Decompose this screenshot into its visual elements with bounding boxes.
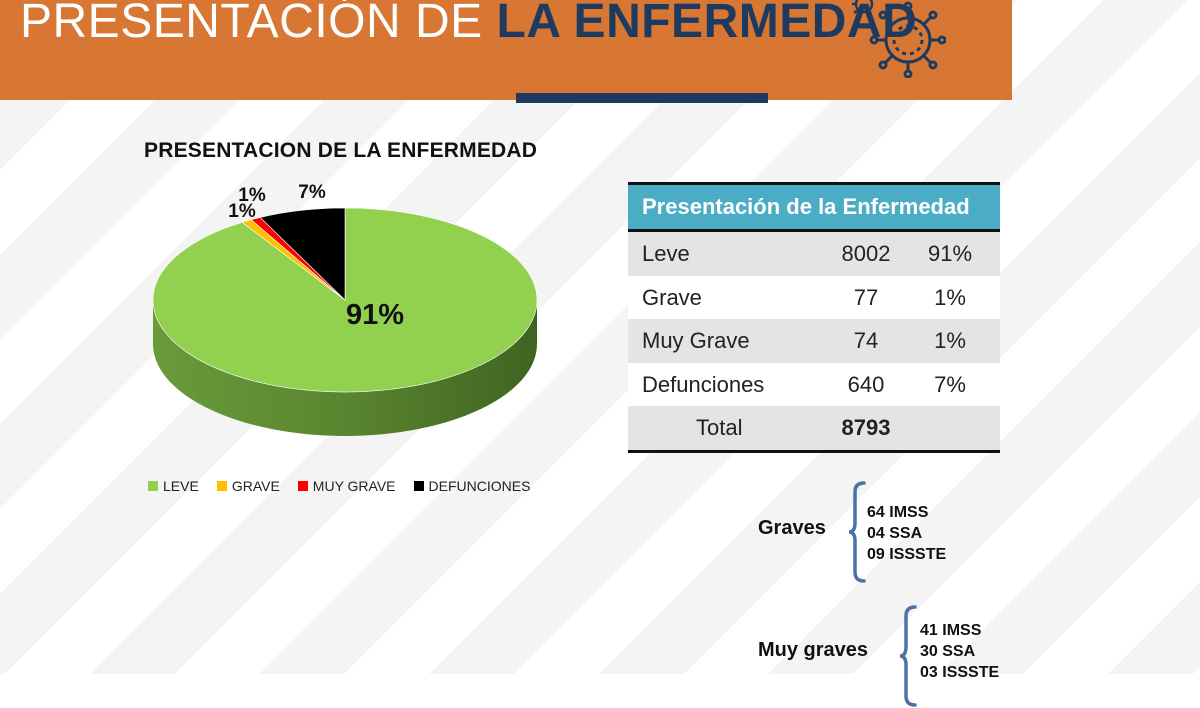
chart-legend: LEVE GRAVE MUY GRAVE DEFUNCIONES (148, 478, 530, 494)
row-count: 74 (853, 328, 879, 353)
row-pct: 1% (934, 284, 966, 310)
pie-slice-defunciones (259, 207, 346, 301)
table-total-row: Total 8793 (628, 406, 1000, 450)
pie-side (153, 300, 537, 436)
muy-graves-breakdown: Muy graves 41 IMSS 30 SSA 03 ISSSTE (756, 604, 1046, 707)
legend-swatch-leve (148, 481, 158, 491)
row-name: Leve (642, 241, 690, 266)
pie-label-defunciones: 7% (298, 182, 326, 203)
legend-item-grave: GRAVE (216, 478, 280, 494)
table-row: Defunciones 640 7% (628, 362, 1000, 406)
pie-labels: 91% 1%1% 7% (228, 182, 404, 331)
legend-swatch-muy-grave (297, 481, 308, 491)
row-name: Grave (642, 284, 702, 310)
graves-list: 64 IMSS 04 SSA 09 ISSSTE (867, 502, 946, 565)
chart-title: PRESENTACION DE LA ENFERMEDAD (144, 139, 538, 162)
pie-label-muy-grave: 1% (238, 185, 266, 206)
brace-icon (899, 605, 917, 707)
row-count: 8002 (841, 241, 891, 266)
brace-icon (848, 481, 866, 583)
muy-graves-label: Muy graves (758, 639, 869, 661)
legend-swatch-defunciones (413, 481, 424, 491)
pie-label-leve: 91% (346, 299, 404, 331)
row-name: Defunciones (642, 371, 765, 397)
pie-chart: 91% 1%1% 7% (152, 182, 538, 436)
header-underline (516, 93, 768, 103)
page-title-bold: LA ENFERMEDAD (496, 0, 918, 48)
pie-side-wall (153, 300, 537, 436)
legend-item-muy-grave: MUY GRAVE (297, 478, 396, 494)
list-item: 41 IMSS (920, 622, 982, 639)
legend-item-defunciones: DEFUNCIONES (413, 478, 531, 494)
table-row: Grave 77 1% (628, 275, 1000, 319)
legend-label-defunciones: DEFUNCIONES (428, 478, 531, 494)
row-pct: 1% (934, 328, 966, 353)
legend-label-leve: LEVE (163, 478, 199, 494)
list-item: 64 IMSS (867, 504, 929, 521)
legend-label-muy-grave: MUY GRAVE (312, 478, 396, 494)
pie-label-grave: 1% (228, 201, 256, 222)
row-pct: 7% (934, 371, 966, 397)
legend-label-grave: GRAVE (231, 478, 280, 494)
table-row: Muy Grave 74 1% (628, 319, 1000, 363)
row-pct: 91% (927, 241, 973, 266)
table-title: Presentación de la Enfermedad (628, 185, 1000, 232)
pie-top (152, 207, 538, 393)
summary-table: Presentación de la Enfermedad Leve 8002 … (628, 182, 1000, 453)
list-item: 04 SSA (867, 525, 923, 542)
row-count: 77 (853, 284, 879, 310)
list-item: 09 ISSSTE (867, 546, 947, 563)
list-item: 30 SSA (920, 643, 976, 660)
graves-label: Graves (758, 517, 826, 539)
table-row: Leve 8002 91% (628, 232, 1000, 276)
list-item: 03 ISSSTE (920, 664, 1000, 681)
page-title-light: PRESENTACIÓN DE (20, 0, 497, 48)
total-pct-empty (900, 406, 1000, 450)
virus-icon (852, 0, 946, 78)
row-name: Muy Grave (642, 328, 750, 353)
header-banner: PRESENTACIÓN DE LA ENFERMEDAD (0, 0, 1012, 100)
graves-breakdown: Graves 64 IMSS 04 SSA 09 ISSSTE (756, 480, 996, 586)
page-title: PRESENTACIÓN DE LA ENFERMEDAD (20, 0, 917, 52)
total-label: Total (696, 415, 743, 440)
row-count: 640 (847, 371, 885, 397)
total-value: 8793 (841, 415, 891, 440)
legend-item-leve: LEVE (148, 478, 199, 494)
legend-swatch-grave (216, 481, 227, 491)
